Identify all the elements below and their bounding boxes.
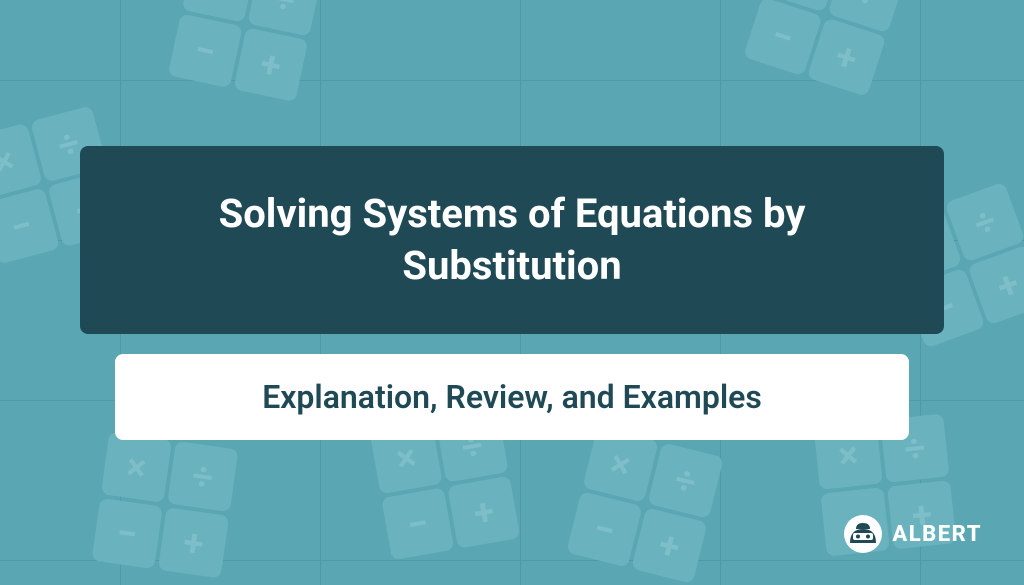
subtitle-text: Explanation, Review, and Examples xyxy=(155,378,870,416)
brand-logo: ALBERT xyxy=(844,515,982,553)
albert-icon xyxy=(844,515,882,553)
subtitle-panel: Explanation, Review, and Examples xyxy=(115,354,910,440)
content-container: Solving Systems of Equations by Substitu… xyxy=(0,0,1024,585)
brand-name: ALBERT xyxy=(892,522,982,547)
title-panel: Solving Systems of Equations by Substitu… xyxy=(80,146,944,334)
title-text: Solving Systems of Equations by Substitu… xyxy=(130,188,894,292)
